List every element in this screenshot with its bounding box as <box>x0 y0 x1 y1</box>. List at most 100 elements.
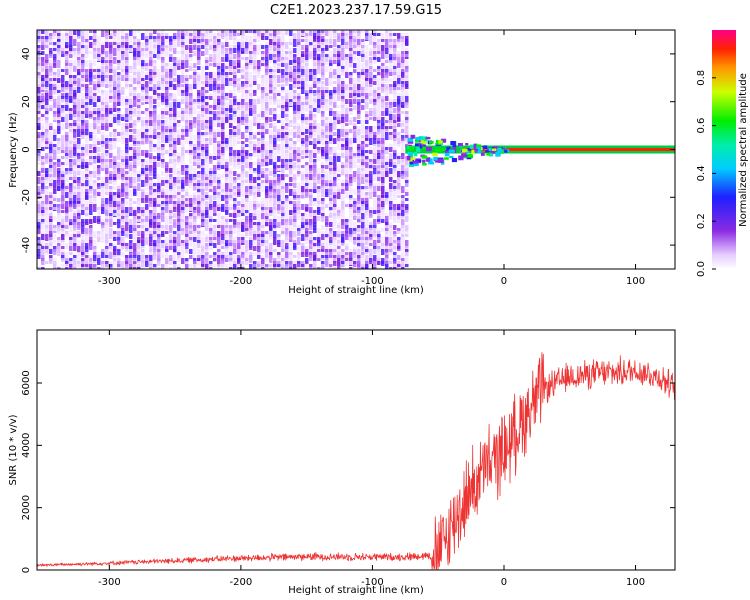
heatmap-cell <box>161 216 165 222</box>
heatmap-cell <box>101 156 105 161</box>
heatmap-cell <box>293 201 297 206</box>
heatmap-cell <box>49 54 53 58</box>
heatmap-cell <box>129 69 133 72</box>
heatmap-cell <box>125 45 129 50</box>
heatmap-cell <box>193 267 197 269</box>
heatmap-cell <box>97 186 101 189</box>
heatmap-cell <box>153 207 157 211</box>
heatmap-cell <box>321 48 325 53</box>
heatmap-cell <box>205 48 209 55</box>
heatmap-cell <box>81 105 85 108</box>
heatmap-cell <box>189 132 193 135</box>
heatmap-cell <box>189 174 193 181</box>
heatmap-cell <box>109 111 113 115</box>
heatmap-cell <box>297 123 301 127</box>
heatmap-cell <box>165 72 169 76</box>
heatmap-cell <box>49 126 53 130</box>
heatmap-cell <box>197 237 201 241</box>
heatmap-cell <box>353 84 357 88</box>
heatmap-cell <box>169 174 173 179</box>
heatmap-cell <box>73 174 77 178</box>
heatmap-cell <box>81 261 85 265</box>
heatmap-cell <box>253 66 257 71</box>
heatmap-cell <box>217 84 221 89</box>
heatmap-cell <box>121 135 125 141</box>
heatmap-cell <box>49 204 53 208</box>
heatmap-cell <box>257 252 261 257</box>
heatmap-cell <box>273 102 277 105</box>
heatmap-cell <box>209 219 213 222</box>
heatmap-cell <box>81 210 85 215</box>
heatmap-cell <box>161 138 165 143</box>
heatmap-cell <box>117 267 121 269</box>
heatmap-cell <box>197 186 201 190</box>
heatmap-cell <box>81 219 85 223</box>
heatmap-cell <box>225 258 229 262</box>
heatmap-cell <box>173 36 177 40</box>
heatmap-cell <box>49 51 53 56</box>
heatmap-cell <box>77 192 81 200</box>
heatmap-cell <box>357 138 361 145</box>
heatmap-cell <box>221 45 225 49</box>
heatmap-cell <box>253 234 257 239</box>
heatmap-cell <box>53 57 57 62</box>
heatmap-cell <box>317 216 321 221</box>
heatmap-cell <box>229 162 233 166</box>
heatmap-cell <box>49 81 53 84</box>
heatmap-cell <box>149 102 153 110</box>
heatmap-cell <box>305 48 309 52</box>
heatmap-cell <box>153 123 157 130</box>
heatmap-cell <box>45 108 49 111</box>
heatmap-cell <box>357 129 361 136</box>
heatmap-cell <box>209 180 213 185</box>
heatmap-cell <box>65 192 69 195</box>
heatmap-cell <box>197 93 201 98</box>
heatmap-cell <box>193 186 197 191</box>
heatmap-cell <box>141 63 145 67</box>
heatmap-cell <box>61 51 65 54</box>
heatmap-cell <box>349 237 353 242</box>
heatmap-cell <box>153 213 157 216</box>
heatmap-cell <box>221 216 225 219</box>
heatmap-cell <box>285 261 289 266</box>
heatmap-cell <box>313 48 317 52</box>
heatmap-cell <box>73 51 77 55</box>
heatmap-cell <box>165 45 169 50</box>
heatmap-cell <box>273 51 277 54</box>
heatmap-cell <box>277 201 281 204</box>
heatmap-cell <box>81 192 85 200</box>
heatmap-cell <box>73 204 77 209</box>
heatmap-cell <box>101 180 105 185</box>
heatmap-cell <box>133 162 137 166</box>
heatmap-cell <box>201 90 205 93</box>
heatmap-cell <box>305 99 309 104</box>
heatmap-cell <box>249 111 253 116</box>
heatmap-cell <box>313 225 317 230</box>
heatmap-cell <box>337 177 341 181</box>
heatmap-cell <box>289 267 293 269</box>
heatmap-cell <box>253 216 257 220</box>
heatmap-cell <box>229 198 233 201</box>
heatmap-cell <box>41 66 45 69</box>
heatmap-cell <box>357 108 361 111</box>
heatmap-cell <box>285 264 289 267</box>
heatmap-cell <box>129 120 133 124</box>
heatmap-cell <box>81 63 85 67</box>
heatmap-cell <box>317 201 321 206</box>
heatmap-cell <box>341 30 345 34</box>
heatmap-cell <box>105 42 109 45</box>
heatmap-cell <box>317 57 321 61</box>
heatmap-cell <box>169 132 173 137</box>
heatmap-cell <box>357 99 361 102</box>
heatmap-cell <box>69 201 73 206</box>
heatmap-cell <box>245 30 249 33</box>
heatmap-cell <box>77 117 81 122</box>
heatmap-cell <box>157 39 161 42</box>
heatmap-cell <box>141 243 145 248</box>
heatmap-cell <box>217 165 221 168</box>
heatmap-cell <box>221 192 225 197</box>
heatmap-cell <box>289 174 293 178</box>
heatmap-cell <box>341 48 345 54</box>
heatmap-cell <box>173 171 177 175</box>
heatmap-cell <box>177 114 181 118</box>
